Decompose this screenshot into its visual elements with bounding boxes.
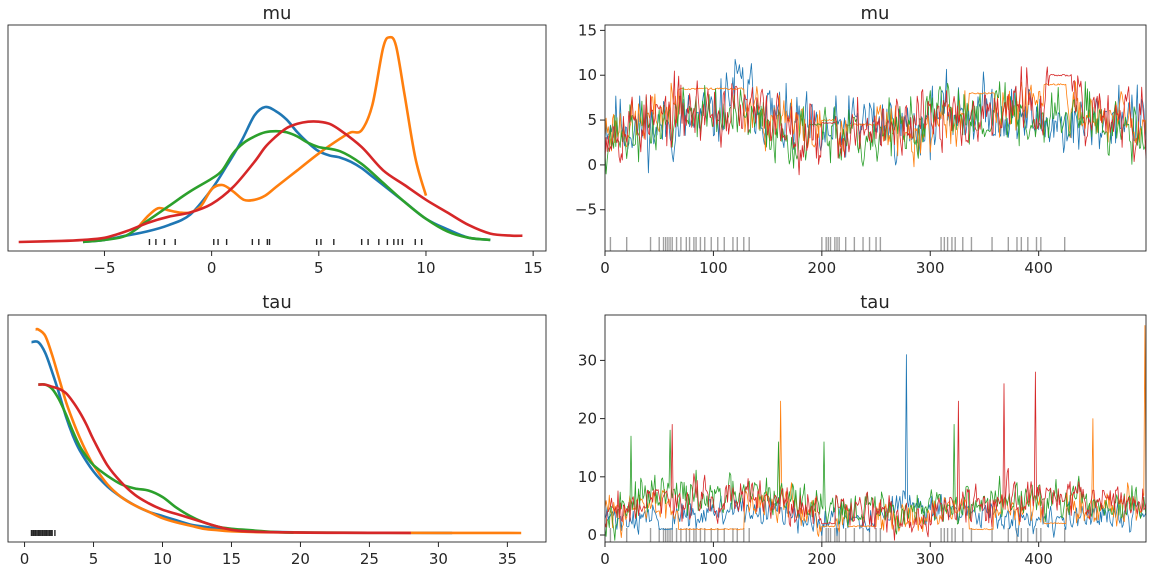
y-tick-label: 20: [578, 410, 597, 428]
y-tick-label: 10: [578, 468, 597, 486]
y-tick-label: 0: [587, 526, 597, 544]
x-tick-label: 5: [314, 259, 324, 277]
x-tick-label: −5: [93, 259, 115, 277]
y-tick-label: 5: [587, 111, 597, 129]
tau-trace-plot-area: [604, 325, 1147, 542]
x-tick-label: 300: [916, 550, 945, 568]
density-curve-chain-3: [18, 120, 523, 244]
mu-trace-y-axis: −5 0 5 10 15: [575, 21, 605, 219]
mu-trace-x-axis: 0 100 200 300 400: [600, 251, 1053, 277]
density-curve-chain-2: [82, 129, 491, 244]
x-tick-label: 100: [699, 550, 728, 568]
density-curve-chain-1: [35, 327, 522, 535]
mu-density-plot-area: [18, 35, 523, 245]
panel-title-tau-density: tau: [262, 292, 292, 313]
x-tick-label: 200: [808, 259, 837, 277]
x-tick-label: 0: [207, 259, 217, 277]
x-tick-label: 0: [600, 259, 610, 277]
x-tick-label: 25: [360, 550, 379, 568]
density-curve-chain-1: [135, 35, 428, 231]
trace-line-chain-3: [604, 371, 1147, 541]
trace-line-chain-3: [604, 66, 1147, 176]
mu-density-frame: [7, 24, 547, 252]
x-tick-label: 0: [20, 550, 30, 568]
tau-trace-frame: [604, 314, 1147, 543]
x-tick-label: 35: [498, 550, 517, 568]
x-tick-label: 200: [808, 550, 837, 568]
y-tick-label: 0: [587, 156, 597, 174]
mu-density-x-axis: −5 0 5 10 15: [93, 251, 543, 277]
tau-trace-x-axis: 0 100 200 300 400: [600, 542, 1053, 568]
x-tick-label: 10: [416, 259, 435, 277]
y-tick-label: −5: [575, 201, 597, 219]
x-tick-label: 0: [600, 550, 610, 568]
panel-mu-trace: mu 0 100 200 300 400 −5 0 5 10 15: [575, 3, 1147, 277]
density-curve-chain-0: [31, 340, 453, 535]
tau-density-frame: [7, 314, 547, 543]
tau-density-x-axis: 0 5 10 15 20 25 30 35: [20, 542, 517, 568]
panel-title-mu-trace: mu: [861, 3, 890, 24]
mu-trace-plot-area: [604, 58, 1147, 251]
panel-tau-density: tau 0 5 10 15 20 25 30 35: [7, 292, 547, 568]
x-tick-label: 10: [153, 550, 172, 568]
x-tick-label: 400: [1024, 550, 1053, 568]
density-curve-chain-3: [38, 383, 411, 535]
trace-line-chain-2: [604, 81, 1147, 175]
x-tick-label: 300: [916, 259, 945, 277]
y-tick-label: 30: [578, 351, 597, 369]
x-tick-label: 100: [699, 259, 728, 277]
x-tick-label: 20: [291, 550, 310, 568]
panel-mu-density: mu −5 0 5 10 15: [7, 3, 547, 277]
tau-trace-y-axis: 0 10 20 30: [578, 351, 605, 544]
x-tick-label: 15: [222, 550, 241, 568]
y-tick-label: 15: [578, 21, 597, 39]
x-tick-label: 5: [89, 550, 99, 568]
panel-tau-trace: tau 0 100 200 300 400 0 10 20 30: [578, 292, 1147, 568]
tau-density-plot-area: [30, 327, 522, 536]
y-tick-label: 10: [578, 66, 597, 84]
panel-title-mu-density: mu: [263, 3, 292, 24]
panel-title-tau-trace: tau: [860, 292, 890, 313]
x-tick-label: 30: [429, 550, 448, 568]
x-tick-label: 15: [524, 259, 543, 277]
mu-trace-frame: [604, 24, 1147, 252]
x-tick-label: 400: [1024, 259, 1053, 277]
